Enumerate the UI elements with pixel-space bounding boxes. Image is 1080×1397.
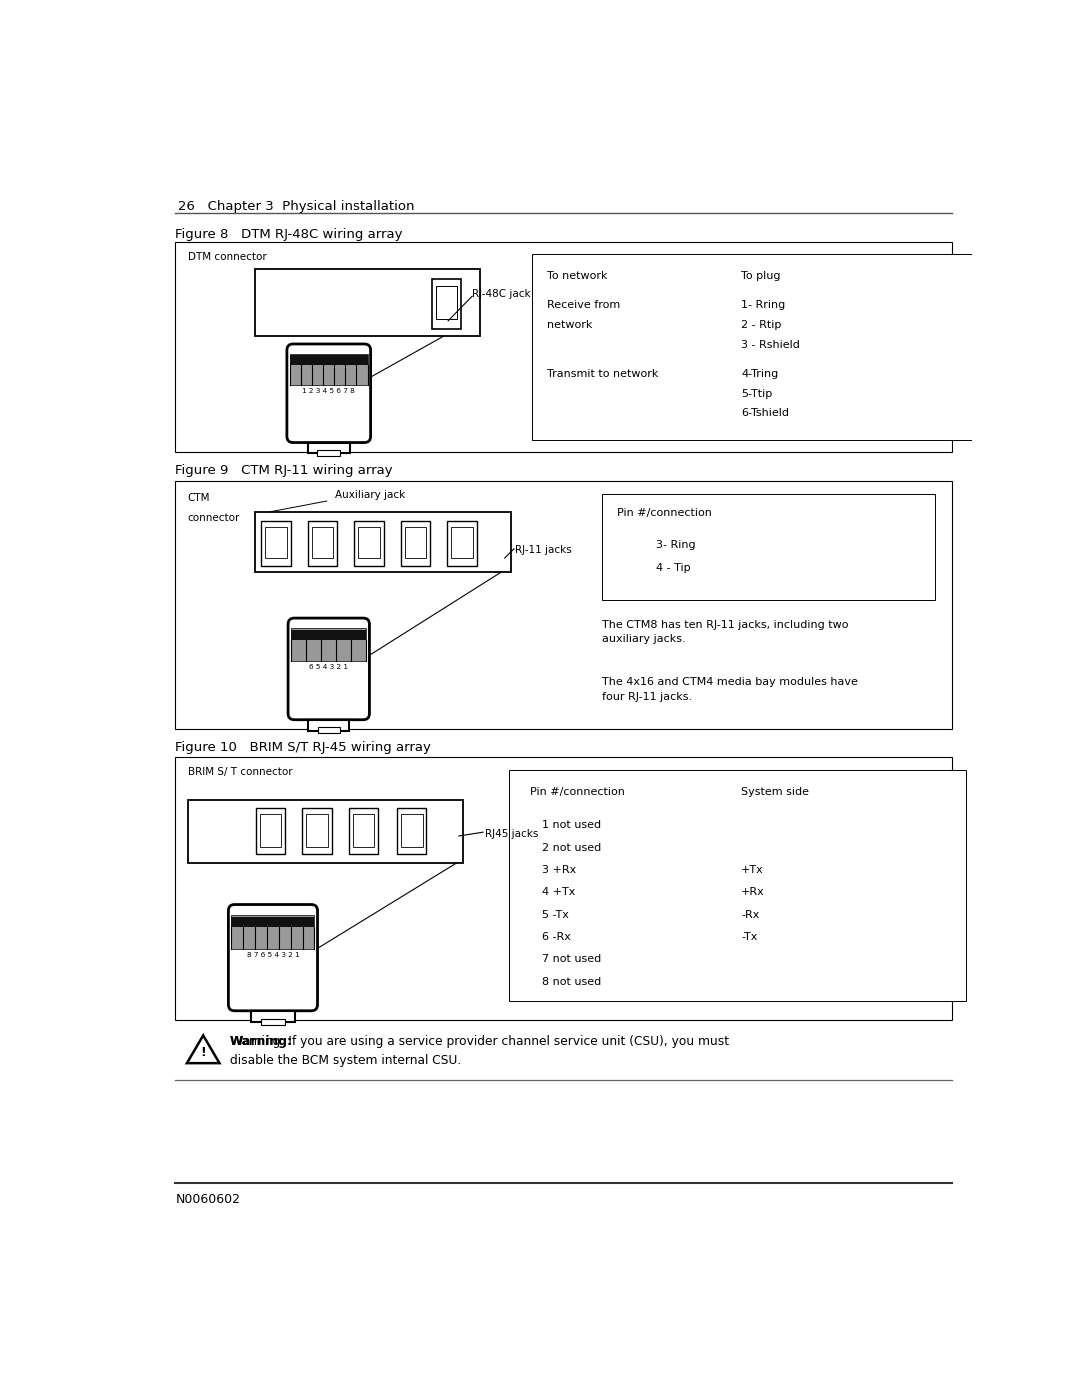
- Bar: [307, 814, 328, 847]
- FancyBboxPatch shape: [228, 904, 318, 1011]
- Bar: [353, 814, 375, 847]
- Text: 4 +Tx: 4 +Tx: [542, 887, 576, 897]
- Bar: [302, 809, 332, 855]
- Text: 3 +Rx: 3 +Rx: [542, 865, 576, 875]
- Text: -Tx: -Tx: [741, 932, 757, 942]
- FancyBboxPatch shape: [288, 617, 369, 719]
- Bar: [291, 355, 367, 365]
- Text: 6 -Rx: 6 -Rx: [542, 932, 570, 942]
- Bar: [309, 719, 349, 731]
- Text: 6-Tshield: 6-Tshield: [741, 408, 789, 418]
- Text: 8 not used: 8 not used: [542, 977, 602, 986]
- Text: network: network: [548, 320, 593, 330]
- Bar: [291, 353, 367, 386]
- Bar: [451, 527, 473, 557]
- Bar: [318, 450, 340, 455]
- Text: Figure 8   DTM RJ-48C wiring array: Figure 8 DTM RJ-48C wiring array: [175, 229, 403, 242]
- Bar: [175, 757, 951, 1020]
- Text: 3- Ring: 3- Ring: [656, 541, 696, 550]
- Text: -Rx: -Rx: [741, 909, 759, 919]
- Bar: [261, 521, 291, 566]
- Text: 5 -Tx: 5 -Tx: [542, 909, 569, 919]
- Text: RJ-11 jacks: RJ-11 jacks: [515, 545, 571, 556]
- Bar: [175, 242, 951, 451]
- Text: Receive from: Receive from: [548, 300, 621, 310]
- Bar: [308, 443, 350, 454]
- Bar: [354, 521, 383, 566]
- Bar: [292, 629, 366, 661]
- Text: Transmit to network: Transmit to network: [548, 369, 659, 379]
- Text: Figure 10   BRIM S/T RJ-45 wiring array: Figure 10 BRIM S/T RJ-45 wiring array: [175, 742, 431, 754]
- Bar: [266, 527, 287, 557]
- Bar: [292, 630, 366, 640]
- Bar: [256, 809, 285, 855]
- Text: 4 - Tip: 4 - Tip: [656, 563, 690, 573]
- Text: +Rx: +Rx: [741, 887, 765, 897]
- Bar: [397, 809, 427, 855]
- Text: BRIM S/ T connector: BRIM S/ T connector: [188, 767, 293, 778]
- Text: 5-Ttip: 5-Ttip: [741, 388, 772, 398]
- Text: disable the BCM system internal CSU.: disable the BCM system internal CSU.: [230, 1053, 461, 1067]
- Text: 4-Tring: 4-Tring: [741, 369, 779, 379]
- Text: 1- Rring: 1- Rring: [741, 300, 785, 310]
- Text: CTM: CTM: [188, 493, 211, 503]
- Text: To plug: To plug: [741, 271, 781, 281]
- Text: Warning: If you are using a service provider channel service unit (CSU), you mus: Warning: If you are using a service prov…: [230, 1035, 729, 1048]
- Bar: [401, 814, 422, 847]
- Bar: [188, 800, 463, 863]
- Text: +Tx: +Tx: [741, 865, 764, 875]
- Bar: [436, 286, 457, 320]
- Bar: [255, 268, 480, 337]
- Bar: [447, 521, 476, 566]
- Text: RJ-48C jack: RJ-48C jack: [472, 289, 530, 299]
- Text: 2 - Rtip: 2 - Rtip: [741, 320, 782, 330]
- Text: To network: To network: [548, 271, 608, 281]
- Bar: [312, 527, 334, 557]
- Text: Figure 9   CTM RJ-11 wiring array: Figure 9 CTM RJ-11 wiring array: [175, 464, 393, 478]
- Bar: [231, 916, 314, 928]
- Polygon shape: [187, 1035, 219, 1063]
- Bar: [401, 521, 430, 566]
- FancyBboxPatch shape: [287, 344, 370, 443]
- Bar: [349, 809, 378, 855]
- Text: N0060602: N0060602: [175, 1193, 241, 1206]
- Text: 26   Chapter 3  Physical installation: 26 Chapter 3 Physical installation: [177, 200, 414, 212]
- Bar: [509, 770, 966, 1000]
- Bar: [308, 521, 337, 566]
- Bar: [531, 254, 973, 440]
- Bar: [175, 481, 951, 729]
- Text: The CTM8 has ten RJ-11 jacks, including two
auxiliary jacks.: The CTM8 has ten RJ-11 jacks, including …: [602, 620, 848, 644]
- Text: Pin #/connection: Pin #/connection: [617, 509, 712, 518]
- Bar: [359, 527, 380, 557]
- Text: !: !: [200, 1046, 206, 1059]
- Text: 2 not used: 2 not used: [542, 842, 602, 852]
- Text: System side: System side: [741, 787, 809, 796]
- Bar: [255, 511, 511, 571]
- Bar: [432, 278, 461, 328]
- Text: 6 5 4 3 2 1: 6 5 4 3 2 1: [309, 664, 348, 669]
- Text: 7 not used: 7 not used: [542, 954, 602, 964]
- Text: DTM connector: DTM connector: [188, 251, 267, 261]
- Bar: [251, 1011, 295, 1023]
- Bar: [231, 915, 314, 949]
- Text: connector: connector: [188, 513, 240, 524]
- Text: RJ45 jacks: RJ45 jacks: [485, 828, 538, 838]
- Bar: [318, 728, 340, 733]
- Text: Auxiliary jack: Auxiliary jack: [335, 490, 405, 500]
- Text: 1 2 3 4 5 6 7 8: 1 2 3 4 5 6 7 8: [302, 388, 355, 394]
- Bar: [260, 814, 282, 847]
- Bar: [405, 527, 427, 557]
- Text: Pin #/connection: Pin #/connection: [530, 787, 625, 796]
- Text: 3 - Rshield: 3 - Rshield: [741, 339, 800, 349]
- Text: The 4x16 and CTM4 media bay modules have
four RJ-11 jacks.: The 4x16 and CTM4 media bay modules have…: [602, 678, 858, 703]
- Bar: [260, 1018, 285, 1025]
- Text: 1 not used: 1 not used: [542, 820, 600, 830]
- Bar: [602, 495, 935, 601]
- Text: Warning:: Warning:: [230, 1035, 293, 1048]
- Text: 8 7 6 5 4 3 2 1: 8 7 6 5 4 3 2 1: [246, 953, 299, 958]
